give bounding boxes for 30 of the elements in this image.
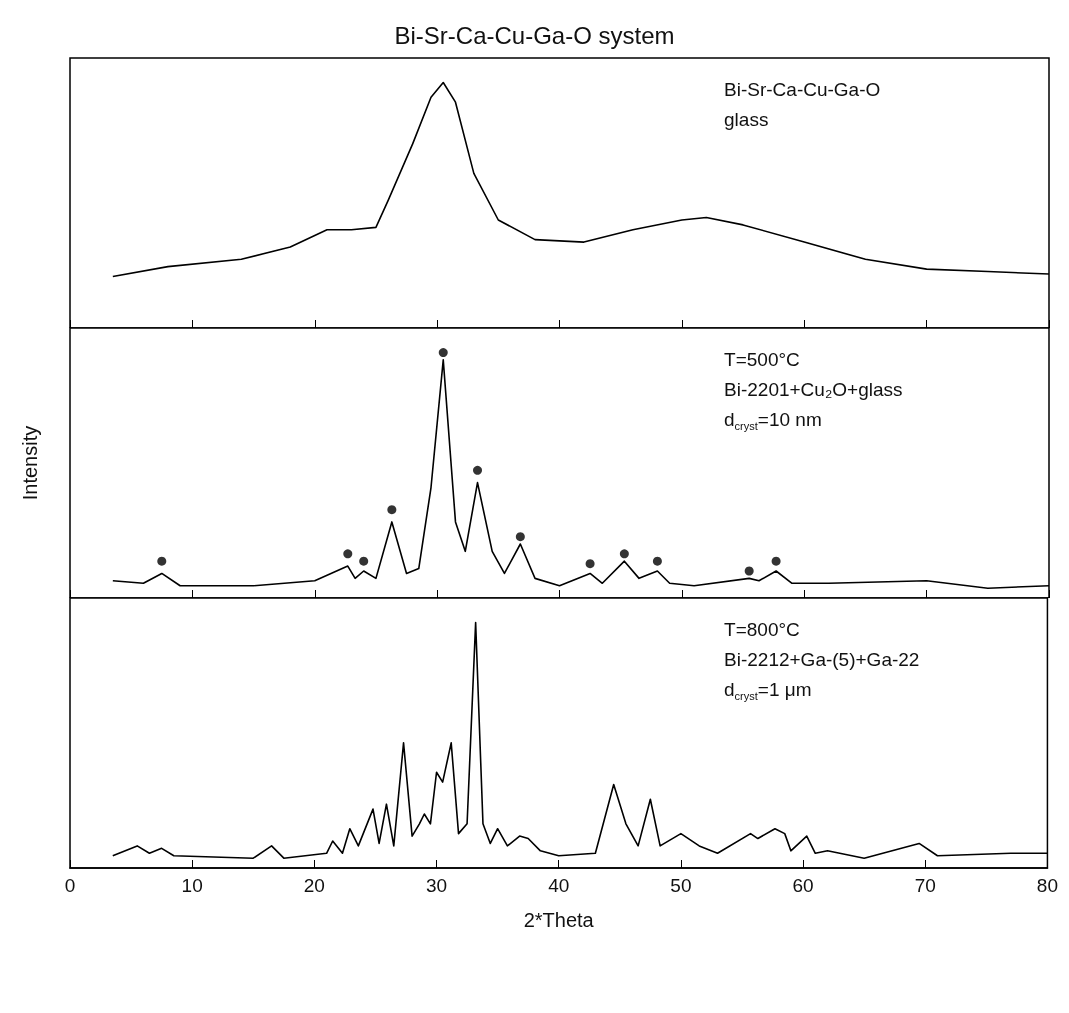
annotation: T=500°C — [724, 349, 800, 370]
x-axis-title: 2*Theta — [523, 909, 595, 931]
annotation: Bi-2201+Cu₂O+glass — [724, 379, 903, 400]
point — [387, 505, 397, 515]
annotation: Bi-2212+Ga-(5)+Ga-22 — [724, 649, 920, 670]
x-tick-label: 20 — [303, 875, 325, 896]
point — [473, 465, 483, 475]
x-tick-label: 40 — [548, 875, 570, 896]
x-tick-label: 70 — [914, 875, 936, 896]
x-tick-label: 80 — [1036, 875, 1058, 896]
point — [157, 556, 167, 566]
x-tick-label: 50 — [670, 875, 692, 896]
x-tick-label: 0 — [64, 875, 76, 896]
x-tick-label: 10 — [181, 875, 203, 896]
annotation: glass — [724, 109, 769, 130]
point — [771, 556, 781, 566]
point — [619, 549, 629, 559]
chart-title: Bi-Sr-Ca-Cu-Ga-O system — [394, 21, 675, 49]
point — [585, 559, 595, 569]
x-tick-label: 30 — [425, 875, 448, 896]
point — [652, 556, 662, 566]
point — [744, 566, 754, 576]
point — [343, 549, 353, 559]
annotation: T=800°C — [724, 619, 800, 640]
annotation: Bi-Sr-Ca-Cu-Ga-O — [724, 79, 881, 100]
point — [359, 556, 369, 566]
point — [515, 532, 525, 542]
y-axis-title: Intensity — [19, 425, 41, 501]
point — [438, 348, 448, 358]
x-tick-label: 60 — [792, 875, 814, 896]
